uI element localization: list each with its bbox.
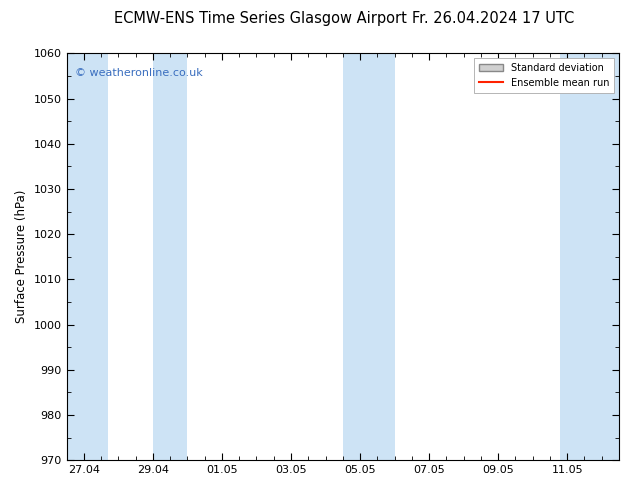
Y-axis label: Surface Pressure (hPa): Surface Pressure (hPa)	[15, 190, 28, 323]
Text: Fr. 26.04.2024 17 UTC: Fr. 26.04.2024 17 UTC	[412, 11, 574, 26]
Bar	[67, 53, 108, 460]
Legend: Standard deviation, Ensemble mean run: Standard deviation, Ensemble mean run	[474, 58, 614, 93]
Bar	[153, 53, 188, 460]
Bar	[343, 53, 394, 460]
Text: © weatheronline.co.uk: © weatheronline.co.uk	[75, 68, 203, 77]
Bar	[560, 53, 619, 460]
Text: ECMW-ENS Time Series Glasgow Airport: ECMW-ENS Time Series Glasgow Airport	[114, 11, 407, 26]
